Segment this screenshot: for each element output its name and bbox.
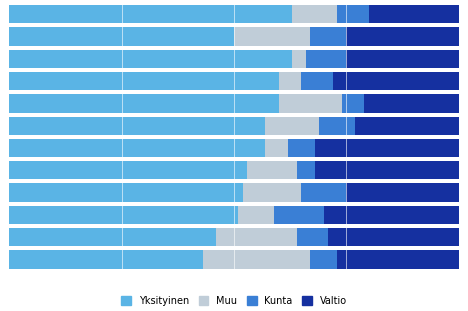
Bar	[9, 250, 203, 269]
Bar	[337, 250, 459, 269]
Bar	[203, 250, 310, 269]
Bar	[9, 72, 279, 90]
Bar	[216, 228, 297, 246]
Bar	[234, 27, 310, 46]
Bar	[346, 50, 459, 68]
Bar	[337, 5, 369, 23]
Bar	[9, 5, 292, 23]
Bar	[9, 161, 248, 179]
Bar	[346, 27, 459, 46]
Bar	[364, 94, 459, 113]
Bar	[310, 250, 337, 269]
Bar	[369, 5, 459, 23]
Bar	[9, 183, 243, 202]
Bar	[342, 94, 364, 113]
Bar	[265, 139, 288, 157]
Bar	[310, 27, 346, 46]
Bar	[9, 94, 279, 113]
Bar	[9, 139, 265, 157]
Bar	[301, 72, 333, 90]
Bar	[288, 139, 315, 157]
Legend: Yksityinen, Muu, Kunta, Valtio: Yksityinen, Muu, Kunta, Valtio	[121, 296, 347, 306]
Bar	[319, 117, 355, 135]
Bar	[329, 228, 459, 246]
Bar	[265, 117, 319, 135]
Bar	[333, 72, 459, 90]
Bar	[274, 206, 324, 224]
Bar	[297, 161, 315, 179]
Bar	[239, 206, 274, 224]
Bar	[9, 50, 292, 68]
Bar	[315, 139, 459, 157]
Bar	[292, 50, 306, 68]
Bar	[248, 161, 297, 179]
Bar	[279, 72, 301, 90]
Bar	[9, 228, 216, 246]
Bar	[292, 5, 337, 23]
Bar	[301, 183, 346, 202]
Bar	[315, 161, 459, 179]
Bar	[297, 228, 329, 246]
Bar	[324, 206, 459, 224]
Bar	[306, 50, 346, 68]
Bar	[243, 183, 301, 202]
Bar	[9, 27, 234, 46]
Bar	[355, 117, 459, 135]
Bar	[346, 183, 459, 202]
Bar	[9, 206, 239, 224]
Bar	[9, 117, 265, 135]
Bar	[279, 94, 342, 113]
